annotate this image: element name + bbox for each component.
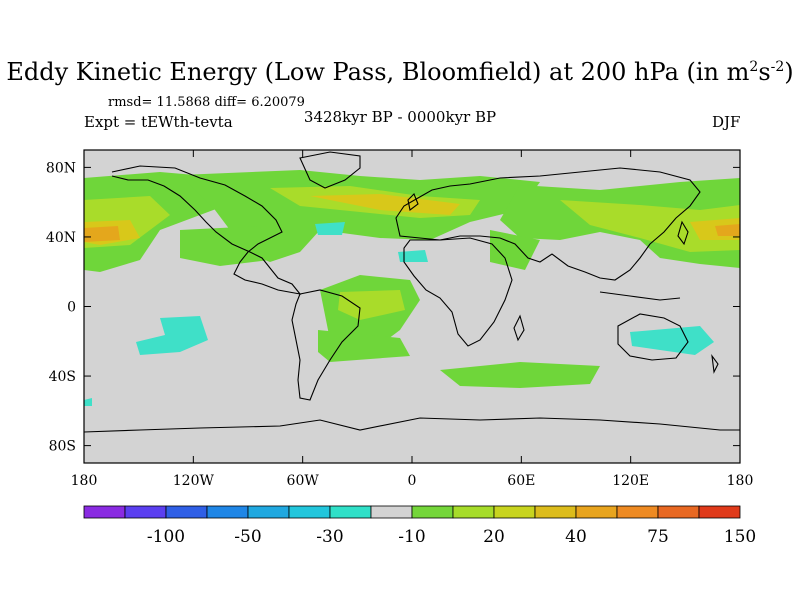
- experiment-label: Expt = tEWth-tevta: [84, 113, 233, 131]
- colorbar-swatch: [329, 505, 372, 519]
- colorbar-swatch: [616, 505, 659, 519]
- s-atlantic-tongue: [318, 330, 410, 362]
- y-tick-label: 40S: [49, 369, 76, 385]
- australia-coast: [617, 313, 689, 361]
- colorbar-swatch: [698, 505, 741, 519]
- time-period-label: 3428kyr BP - 0000kyr BP: [303, 108, 497, 126]
- plot-title: Eddy Kinetic Energy (Low Pass, Bloomfiel…: [6, 58, 794, 86]
- axis-ticks: 180 120W 60W 0 60E 120E 180 80N 40N 0 40S 80S: [46, 150, 753, 489]
- colorbar-swatch: [124, 505, 167, 519]
- x-tick-label: 180: [71, 473, 98, 489]
- w-pacific-patch: [180, 226, 270, 266]
- japan-coast: [677, 220, 689, 246]
- season-label: DJF: [712, 113, 741, 131]
- colorbar-label: -10: [398, 527, 425, 547]
- colorbar-label: 20: [483, 527, 505, 547]
- colorbar-swatch: [165, 505, 208, 519]
- africa-band: [490, 230, 540, 270]
- orange-regions: [84, 224, 740, 242]
- colorbar-swatch: [206, 505, 249, 519]
- north-america-coast: [111, 165, 302, 295]
- x-tick-label: 180: [727, 473, 754, 489]
- greenland-coast: [299, 151, 361, 189]
- y-tick-label: 40N: [46, 230, 76, 246]
- colorbar-label: -50: [234, 527, 261, 547]
- colorbar-swatch: [452, 505, 495, 519]
- n-pacific-west-band: [84, 172, 240, 272]
- x-tick-label: 0: [408, 473, 417, 489]
- x-tick-label: 120E: [612, 473, 649, 489]
- colorbar-swatch: [83, 505, 126, 519]
- negative-anomaly-regions: [84, 222, 714, 406]
- australia-patch: [630, 326, 714, 355]
- colorbar-swatch: [247, 505, 290, 519]
- y-tick-label: 0: [67, 300, 76, 316]
- colorbar: -100 -50 -30 -10 20 40 75 150: [83, 505, 756, 547]
- map-panel: [84, 150, 740, 463]
- colorbar-label: 75: [647, 527, 669, 547]
- colorbar-swatch: [288, 505, 331, 519]
- indonesia-coast: [599, 291, 681, 301]
- madagascar-coast: [513, 314, 525, 342]
- antarctica-coast: [84, 417, 740, 433]
- europe-asia-coast: [395, 167, 701, 281]
- colorbar-label: -30: [316, 527, 343, 547]
- colorbar-swatch: [370, 505, 413, 519]
- coastlines: [84, 151, 740, 433]
- s-pacific-patch: [136, 316, 208, 355]
- n-america-atlantic-band: [180, 170, 540, 262]
- new-zealand-coast: [711, 354, 719, 374]
- uk-coast: [407, 193, 419, 211]
- x-tick-label: 60E: [507, 473, 535, 489]
- rmsd-diff-stats: rmsd= 11.5868 diff= 6.20079: [108, 95, 305, 110]
- south-america-coast: [291, 289, 361, 401]
- colorbar-swatch: [657, 505, 700, 519]
- x-tick-label: 120W: [173, 473, 215, 489]
- africa-coast: [403, 237, 513, 347]
- y-tick-label: 80S: [49, 439, 76, 455]
- s-ocean-small-patch: [84, 398, 92, 406]
- y-tick-label: 80N: [46, 160, 76, 176]
- colorbar-label: -100: [147, 527, 185, 547]
- colorbar-swatch: [411, 505, 454, 519]
- n-africa-patch: [398, 250, 428, 262]
- s-indian-ocean-band: [440, 362, 600, 388]
- colorbar-swatch: [575, 505, 618, 519]
- colorbar-swatch: [493, 505, 536, 519]
- colorbar-swatch: [534, 505, 577, 519]
- colorbar-label: 150: [724, 527, 756, 547]
- x-tick-label: 60W: [287, 473, 320, 489]
- colorbar-label: 40: [565, 527, 587, 547]
- n-atlantic-patch: [315, 222, 345, 235]
